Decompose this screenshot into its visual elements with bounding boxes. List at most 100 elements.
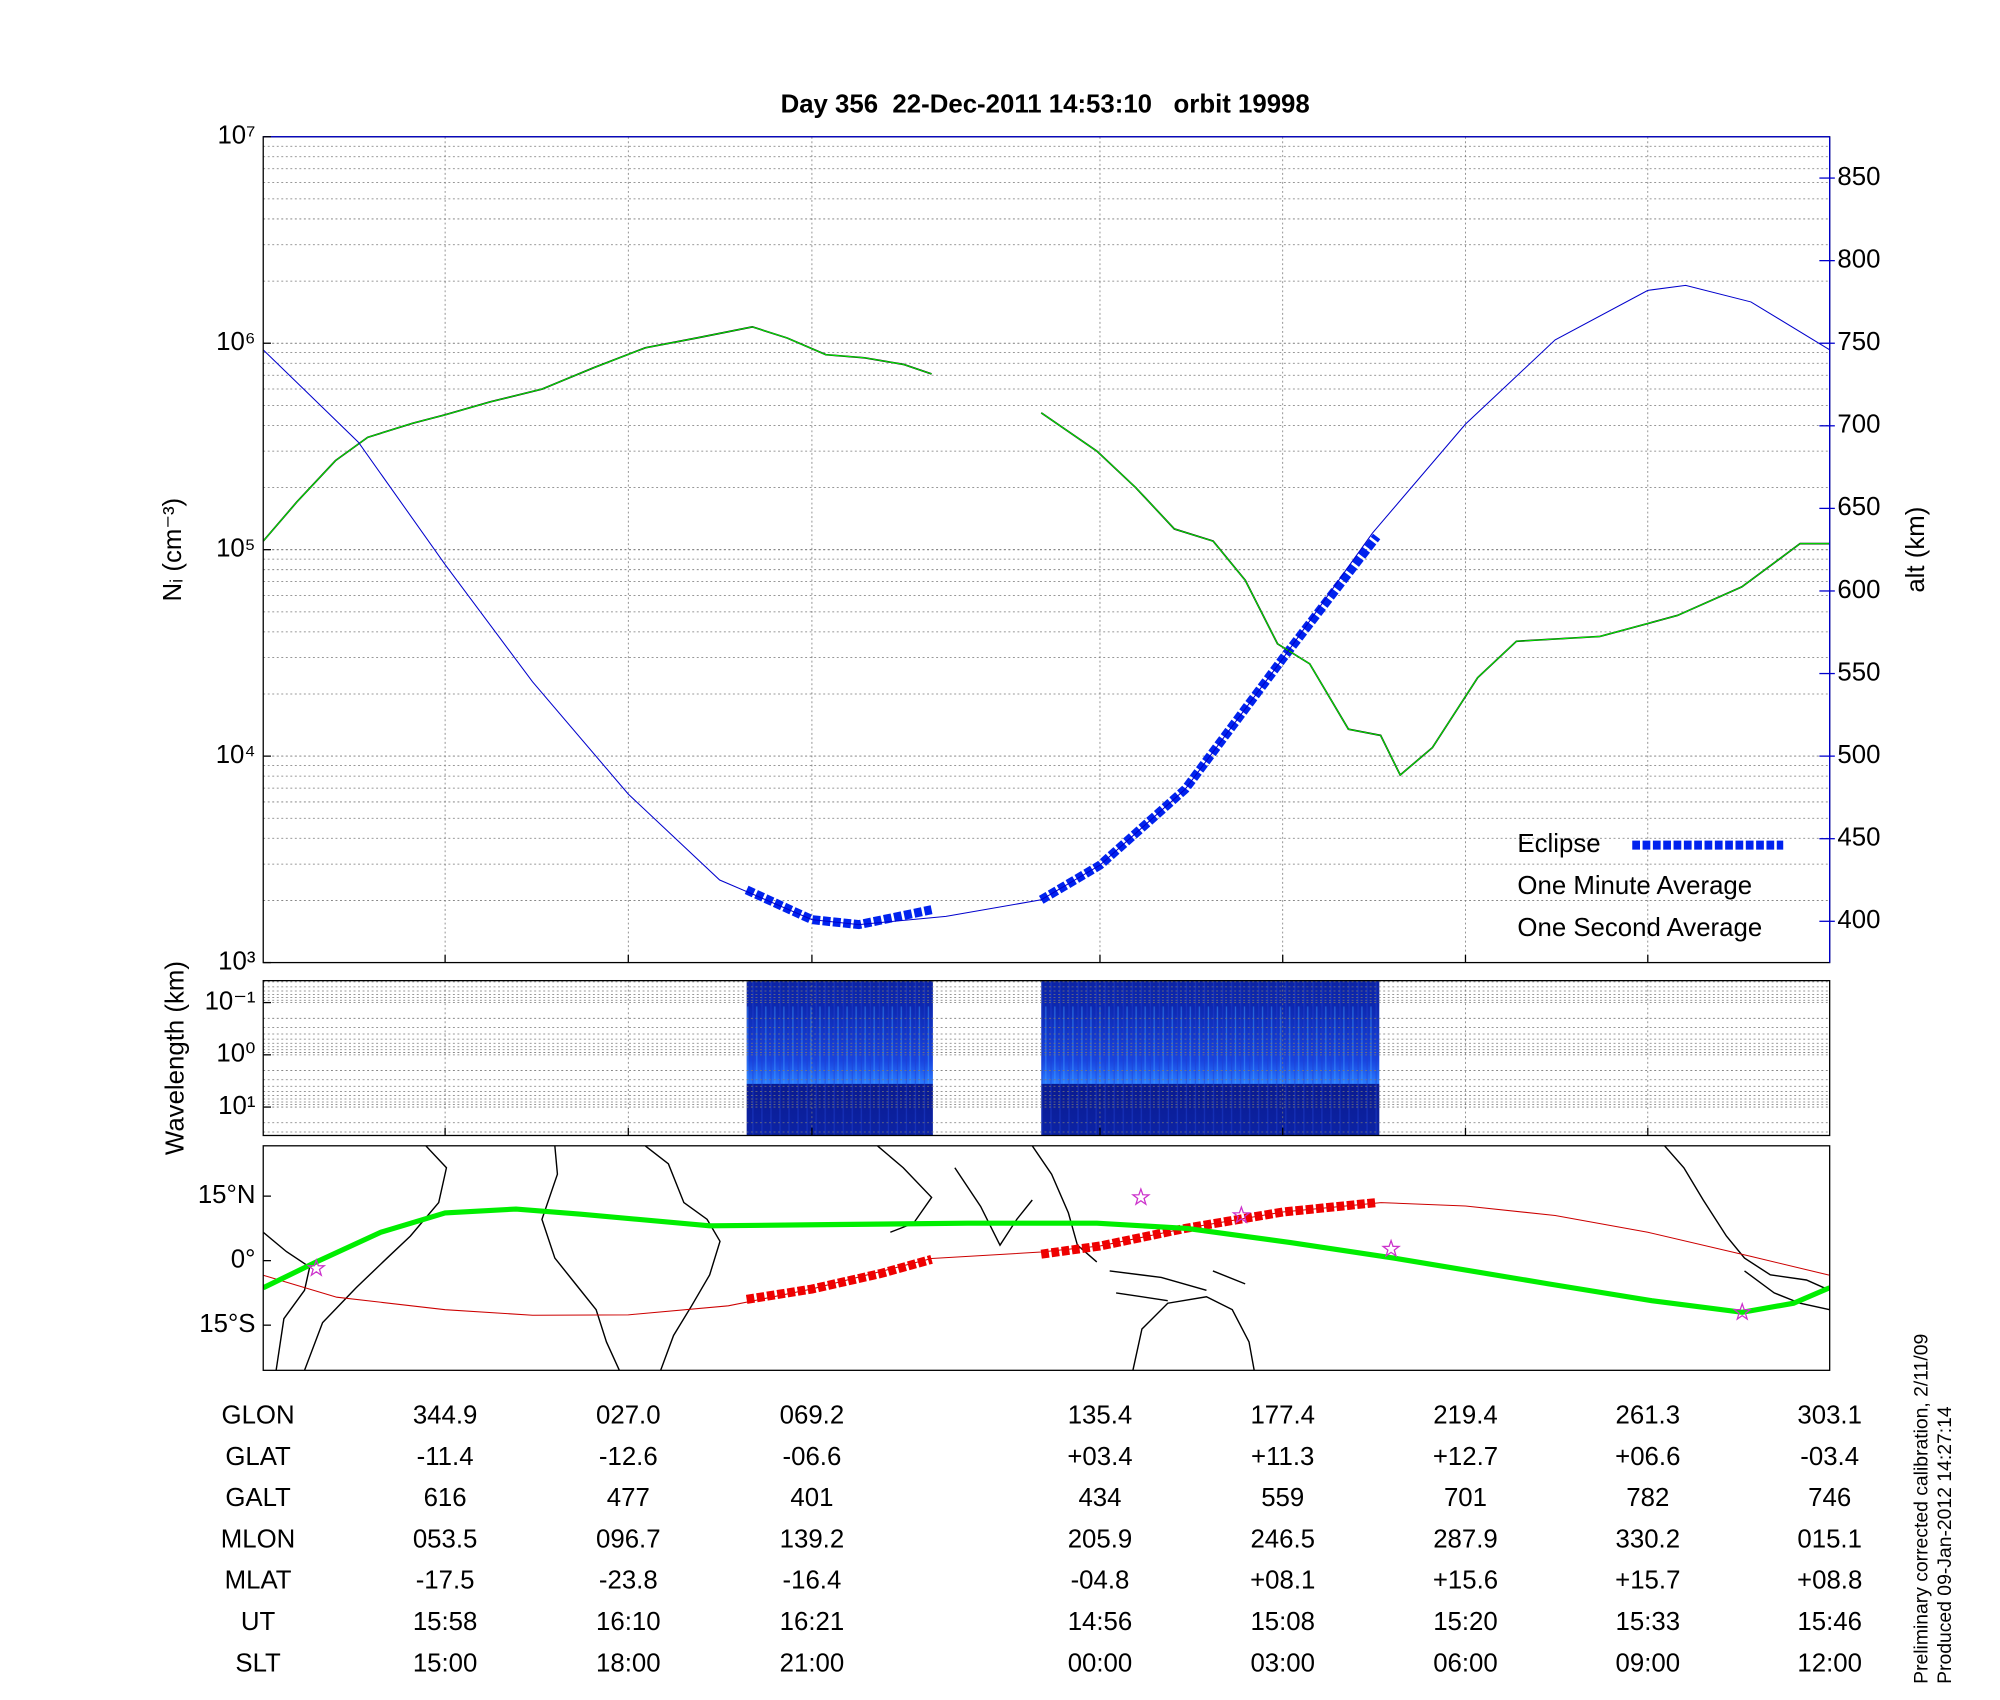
table-cell: 15:20 (1433, 1608, 1498, 1636)
y-tick-label: 10⁴ (216, 741, 256, 769)
table-cell: 135.4 (1068, 1402, 1133, 1430)
table-cell: 15:08 (1250, 1608, 1315, 1636)
y2-tick-label: 400 (1837, 906, 1880, 934)
y-tick-label: 10⁶ (216, 328, 255, 356)
y2-tick-label: 450 (1837, 824, 1880, 852)
series-line (263, 1206, 1830, 1315)
y-axis-label: Nᵢ (cm⁻³) (159, 498, 187, 602)
table-cell: 053.5 (413, 1525, 478, 1553)
legend-label: One Second Average (1517, 914, 1762, 942)
star-marker (1732, 1301, 1753, 1321)
star-marker (306, 1258, 327, 1277)
coastline (1031, 1145, 1246, 1302)
table-cell: 15:58 (413, 1608, 478, 1636)
note: Produced 09-Jan-2012 14:27:14 (1934, 1406, 1956, 1684)
spectrogram-block (1041, 980, 1380, 1136)
spectrogram-plot (263, 980, 1830, 1136)
table-cell: -12.6 (599, 1443, 658, 1471)
table-cell: 00:00 (1068, 1649, 1133, 1677)
y2-tick-label: 500 (1837, 741, 1880, 769)
table-cell: 18:00 (596, 1649, 661, 1677)
coastline (644, 1145, 721, 1371)
coastline (263, 1231, 311, 1371)
table-cell: -06.6 (783, 1443, 842, 1471)
table-cell: +15.7 (1615, 1567, 1680, 1595)
table-cell: +08.1 (1250, 1567, 1315, 1595)
table-cell: 09:00 (1616, 1649, 1681, 1677)
y-tick-label: 10⁷ (217, 122, 255, 150)
row-label: UT (241, 1608, 276, 1636)
table-cell: 069.2 (780, 1402, 845, 1430)
table-cell: +06.6 (1615, 1443, 1680, 1471)
table-cell: 139.2 (780, 1525, 845, 1553)
table-cell: 21:00 (780, 1649, 845, 1677)
spectrogram-block (746, 980, 933, 1136)
series-line (263, 284, 1830, 926)
y-tick-label: 15°N (198, 1181, 256, 1209)
table-cell: 015.1 (1797, 1525, 1862, 1553)
plot-frame (262, 980, 1831, 1137)
legend-label: One Minute Average (1517, 872, 1752, 900)
y-tick-label: 10⁰ (216, 1040, 255, 1068)
star-marker (1231, 1205, 1252, 1224)
y-tick-label: 15°S (199, 1310, 255, 1338)
table-cell: 16:21 (780, 1608, 845, 1636)
table-cell: 027.0 (596, 1402, 661, 1430)
table-cell: 06:00 (1433, 1649, 1498, 1677)
series-line (263, 1202, 1830, 1316)
table-cell: 261.3 (1616, 1402, 1681, 1430)
star-marker (1131, 1187, 1151, 1206)
table-cell: 14:56 (1068, 1608, 1133, 1636)
y2-tick-label: 650 (1837, 493, 1880, 521)
table-cell: +08.8 (1797, 1567, 1862, 1595)
y2-tick-label: 800 (1837, 245, 1880, 273)
y2-tick-label: 700 (1837, 411, 1880, 439)
chart-title: Day 356 22-Dec-2011 14:53:10 orbit 19998 (781, 91, 1310, 119)
table-cell: 177.4 (1250, 1402, 1315, 1430)
table-cell: -17.5 (416, 1567, 475, 1595)
table-cell: +03.4 (1067, 1443, 1132, 1471)
star-marker (1381, 1238, 1401, 1258)
table-cell: 782 (1626, 1484, 1669, 1512)
table-cell: -23.8 (599, 1567, 658, 1595)
row-label: MLAT (225, 1567, 292, 1595)
table-cell: +12.7 (1433, 1443, 1498, 1471)
table-cell: 344.9 (413, 1402, 478, 1430)
table-cell: -11.4 (417, 1443, 474, 1471)
coastline (1663, 1145, 1830, 1311)
y-tick-label: 10¹ (218, 1092, 256, 1120)
y-tick-label: 10³ (218, 947, 256, 975)
table-cell: 03:00 (1250, 1649, 1315, 1677)
table-cell: 477 (607, 1484, 650, 1512)
table-cell: 246.5 (1250, 1525, 1315, 1553)
row-label: GALT (225, 1484, 291, 1512)
table-cell: 330.2 (1616, 1525, 1681, 1553)
table-cell: 15:33 (1616, 1608, 1681, 1636)
y-tick-label: 10⁻¹ (205, 987, 256, 1015)
row-label: GLAT (225, 1443, 291, 1471)
y2-tick-label: 850 (1837, 163, 1880, 191)
legend-label: Eclipse (1517, 830, 1600, 858)
plot-frame (262, 1145, 1831, 1371)
coastline (303, 1145, 448, 1371)
row-label: MLON (221, 1525, 296, 1553)
table-cell: 16:10 (596, 1608, 661, 1636)
y-tick-label: 10⁵ (216, 534, 255, 562)
table-cell: 15:46 (1797, 1608, 1862, 1636)
map-plot (263, 1145, 1830, 1371)
table-cell: +15.6 (1433, 1567, 1498, 1595)
row-label: SLT (235, 1649, 281, 1677)
y2-tick-label: 750 (1837, 328, 1880, 356)
y2-tick-label: 550 (1837, 658, 1880, 686)
note: Preliminary corrected calibration, 2/11/… (1911, 1334, 1933, 1684)
table-cell: 205.9 (1068, 1525, 1133, 1553)
table-cell: 616 (424, 1484, 467, 1512)
y2-axis-label: alt (km) (1902, 507, 1930, 593)
coastline (1132, 1296, 1255, 1371)
table-cell: 15:00 (413, 1649, 478, 1677)
y2-tick-label: 600 (1837, 576, 1880, 604)
table-cell: 303.1 (1797, 1402, 1862, 1430)
